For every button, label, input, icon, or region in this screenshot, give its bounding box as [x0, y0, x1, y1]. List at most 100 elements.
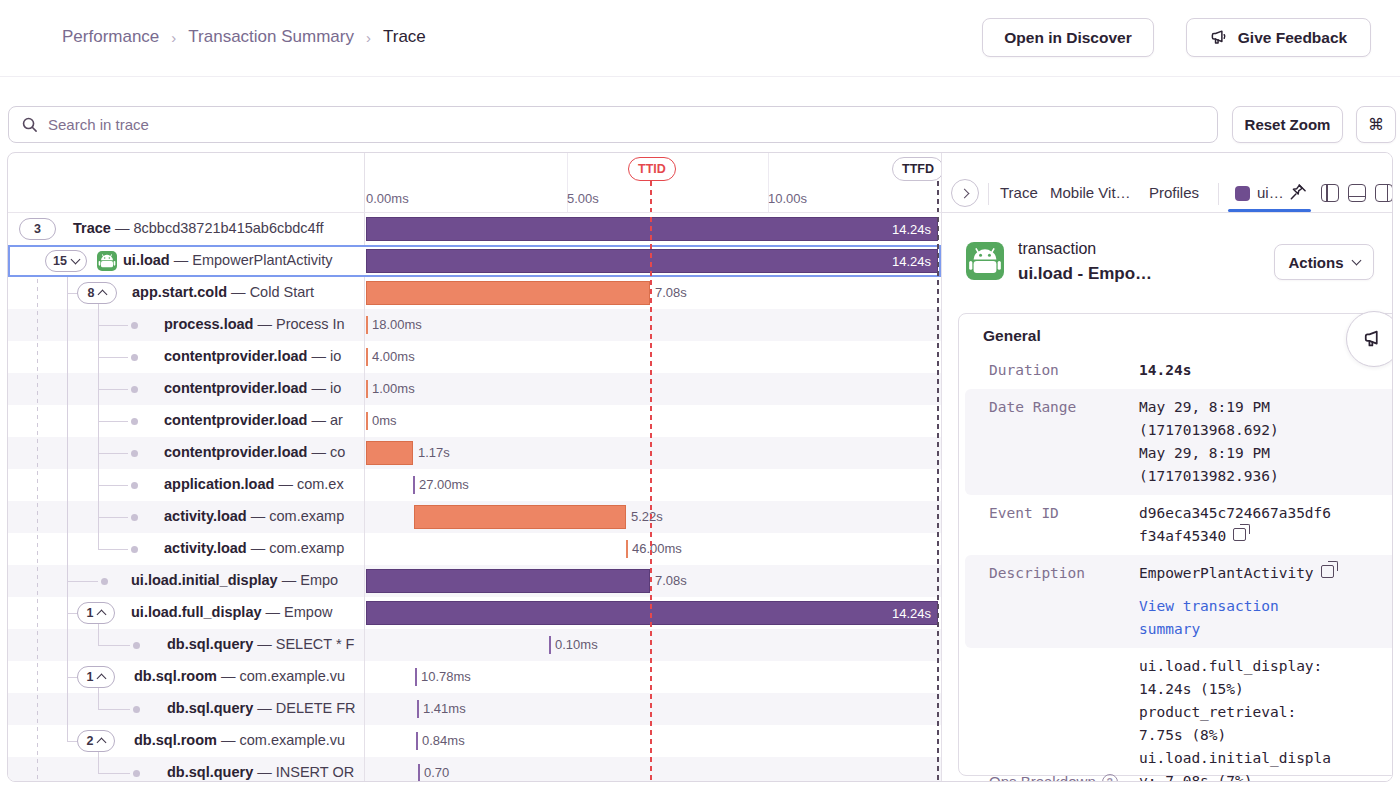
span-row[interactable]: 10.78ms1db.sql.room — com.example.vu [8, 661, 941, 693]
actions-label: Actions [1288, 254, 1343, 271]
date-range-line: May 29, 8:19 PM [1139, 396, 1339, 419]
leaf-dot [131, 418, 138, 425]
leaf-dot [131, 322, 138, 329]
layout-bottom-icon[interactable] [1348, 184, 1366, 202]
span-children-count-badge[interactable]: 1 [77, 666, 115, 688]
reset-zoom-button[interactable]: Reset Zoom [1232, 106, 1343, 143]
span-row[interactable]: 27.00msapplication.load — com.ex [8, 469, 941, 501]
span-row[interactable]: 0.84ms2db.sql.room — com.example.vu [8, 725, 941, 757]
span-bar[interactable] [366, 441, 413, 465]
span-label: ui.load — EmpowerPlantActivity [123, 252, 333, 268]
breadcrumb-transaction-summary[interactable]: Transaction Summary [188, 27, 354, 47]
span-children-count-badge[interactable]: 15 [45, 250, 87, 272]
ttid-badge[interactable]: TTID [628, 157, 676, 181]
span-row[interactable]: 1.41msdb.sql.query — DELETE FR [8, 693, 941, 725]
shortcut-button[interactable]: ⌘ [1356, 106, 1396, 143]
span-tick [366, 348, 368, 366]
header-divider [8, 212, 941, 213]
layout-right-icon[interactable] [1375, 184, 1393, 202]
ops-line: ui.load.full_display: 14.24s (15%) [1139, 655, 1339, 701]
trace-panel: 0.00ms 5.00s 10.00s TTID TTFD 14.24s3Tra… [7, 152, 1393, 782]
span-row[interactable]: 4.00mscontentprovider.load — io [8, 341, 941, 373]
tab-mobile-vitals[interactable]: Mobile Vit… [1050, 184, 1131, 201]
span-row[interactable]: 7.08s8app.start.cold — Cold Start [8, 277, 941, 309]
span-tree-cell: db.sql.query — INSERT OR [8, 757, 364, 782]
span-bar[interactable]: 14.24s [366, 217, 938, 241]
leaf-dot [133, 770, 140, 777]
span-label: app.start.cold — Cold Start [132, 284, 314, 300]
span-tick [413, 476, 415, 494]
breadcrumb-performance[interactable]: Performance [62, 27, 159, 47]
general-heading: General [983, 327, 1041, 345]
span-tree-cell: 1ui.load.full_display — Empow [8, 597, 364, 629]
tab-active-span[interactable]: ui… [1257, 184, 1284, 201]
span-tree-cell: 8 app.start.cold — Cold Start [8, 277, 364, 309]
span-row[interactable]: 1.00mscontentprovider.load — io [8, 373, 941, 405]
help-icon[interactable]: ? [1102, 774, 1118, 782]
span-label: contentprovider.load — co [164, 444, 345, 460]
span-label: db.sql.query — DELETE FR [167, 700, 356, 716]
tab-trace[interactable]: Trace [1000, 184, 1038, 201]
open-in-discover-button[interactable]: Open in Discover [982, 18, 1154, 57]
actions-button[interactable]: Actions [1274, 244, 1374, 280]
span-label: process.load — Process In [164, 316, 345, 332]
copy-icon[interactable] [1233, 528, 1246, 541]
tree-connector-line [98, 645, 130, 646]
span-row[interactable]: 7.08sui.load.initial_display — Empo [8, 565, 941, 597]
date-range-row: Date Range May 29, 8:19 PM (1717013968.6… [965, 389, 1393, 495]
leaf-dot [131, 514, 138, 521]
span-row[interactable]: 0.10msdb.sql.query — SELECT * F [8, 629, 941, 661]
description-row: Description EmpowerPlantActivity View tr… [965, 555, 1393, 648]
span-children-count-badge[interactable]: 3 [19, 218, 56, 240]
span-row[interactable]: 0.70 db.sql.query — INSERT OR [8, 757, 941, 782]
span-children-count-badge[interactable]: 8 [77, 282, 117, 304]
chevron-up-icon [98, 290, 108, 300]
span-row[interactable]: 1.17scontentprovider.load — co [8, 437, 941, 469]
view-transaction-summary-link[interactable]: View transaction summary [1139, 595, 1339, 641]
span-bar[interactable] [366, 281, 650, 305]
span-label: contentprovider.load — io [164, 380, 341, 396]
trace-view-page: Performance › Transaction Summary › Trac… [0, 0, 1400, 787]
copy-icon[interactable] [1321, 565, 1334, 578]
tree-connector-line [67, 677, 77, 678]
duration-row: Duration 14.24s [965, 352, 1393, 389]
ttfd-badge[interactable]: TTFD [892, 157, 941, 181]
span-duration-label: 0.70 [424, 765, 449, 780]
span-row[interactable]: 46.00msactivity.load — com.examp [8, 533, 941, 565]
drawer-tab-bar: Trace Mobile Vit… Profiles ui… [942, 153, 1393, 213]
give-feedback-button[interactable]: Give Feedback [1186, 18, 1371, 57]
span-row[interactable]: 14.24s3Trace — 8cbbcd38721b415ab6cbdc4ff [8, 213, 941, 245]
span-children-count-badge[interactable]: 1 [77, 602, 115, 624]
span-children-count-badge[interactable]: 2 [77, 730, 115, 752]
span-tree-cell: 1db.sql.room — com.example.vu [8, 661, 364, 693]
span-tree-cell: contentprovider.load — io [8, 373, 364, 405]
ops-breakdown-label: Ops Breakdown [989, 770, 1096, 782]
span-duration-label: 18.00ms [372, 317, 422, 332]
span-row[interactable]: 18.00ms process.load — Process In [8, 309, 941, 341]
span-bar[interactable] [414, 505, 626, 529]
span-bar[interactable]: 14.24s [366, 601, 938, 625]
layout-left-icon[interactable] [1321, 184, 1339, 202]
span-row[interactable]: 5.22sactivity.load — com.examp [8, 501, 941, 533]
active-tab-swatch [1235, 186, 1250, 201]
span-label: db.sql.query — INSERT OR [167, 764, 354, 780]
description-value: EmpowerPlantActivity View transaction su… [1139, 562, 1339, 641]
tree-connector-line [98, 304, 99, 549]
search-input[interactable] [46, 115, 1205, 134]
android-icon [97, 251, 117, 271]
expand-drawer-button[interactable] [951, 179, 979, 207]
span-row[interactable]: 14.24s 15 ui.load — EmpowerPlantActivity [8, 245, 941, 277]
chevron-down-icon [1351, 256, 1361, 266]
chevron-up-icon [97, 610, 107, 620]
trace-waterfall: 0.00ms 5.00s 10.00s TTID TTFD 14.24s3Tra… [8, 153, 941, 782]
feedback-float-button[interactable] [1346, 311, 1393, 367]
span-bar[interactable] [366, 569, 650, 593]
span-row[interactable]: 14.24s1ui.load.full_display — Empow [8, 597, 941, 629]
span-bar[interactable]: 14.24s [366, 249, 938, 273]
timeline-tick: 10.00s [768, 191, 807, 206]
tree-connector-line [98, 688, 99, 709]
tab-profiles[interactable]: Profiles [1149, 184, 1199, 201]
span-row[interactable]: 0mscontentprovider.load — ar [8, 405, 941, 437]
leaf-dot [131, 482, 138, 489]
pin-tab-icon[interactable] [1288, 182, 1308, 206]
